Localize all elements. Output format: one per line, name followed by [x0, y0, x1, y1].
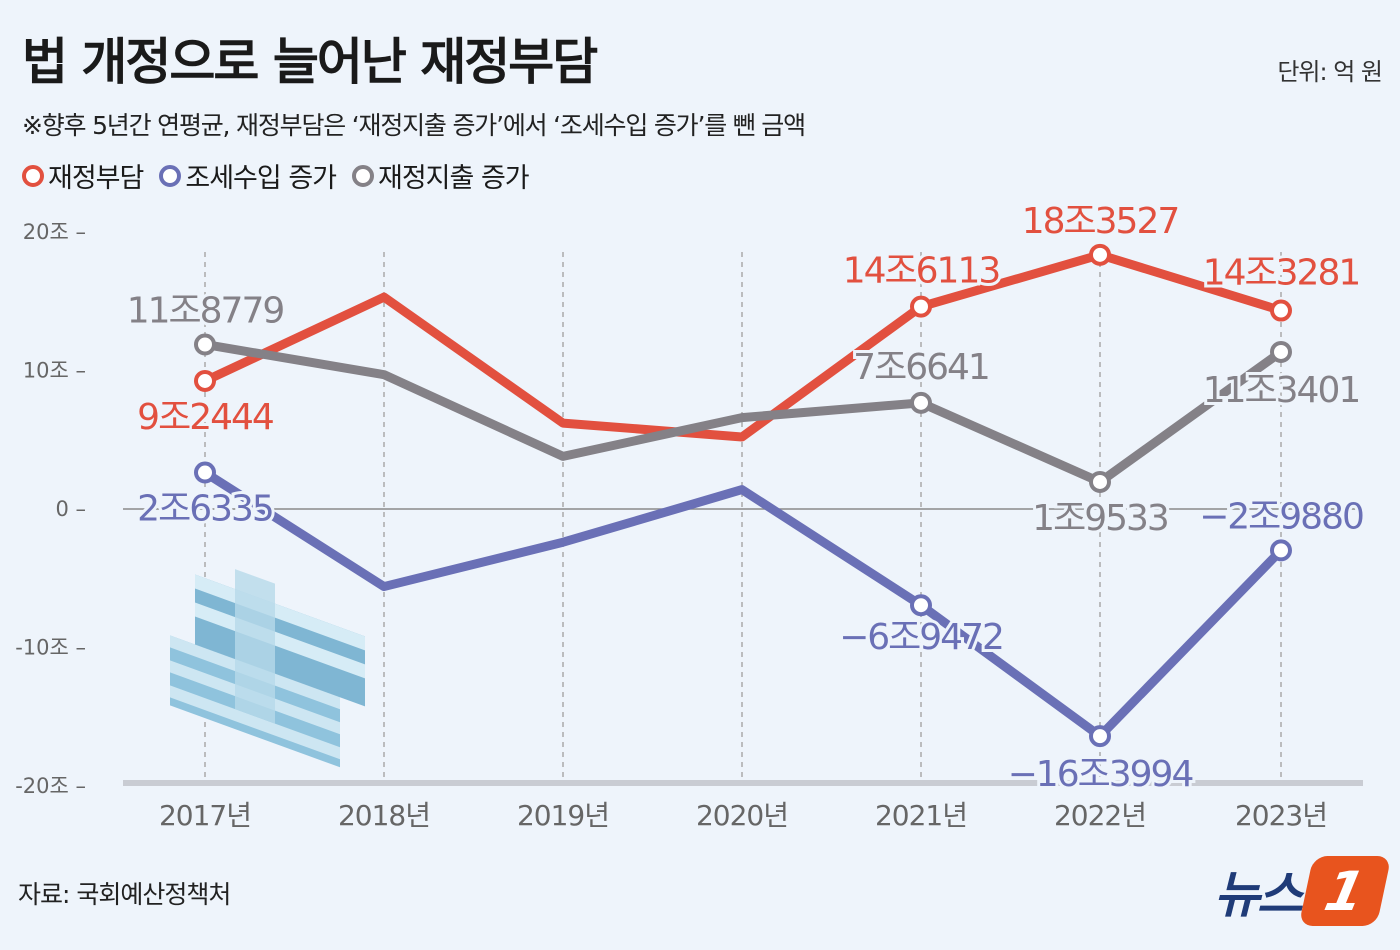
news1-logo: 뉴스 1	[1214, 855, 1392, 927]
legend-marker-icon	[159, 164, 182, 187]
data-point	[1270, 539, 1292, 562]
data-label: −2조9880	[1199, 496, 1363, 537]
subtitle: ※향후 5년간 연평균, 재정부담은 ‘재정지출 증가’에서 ‘조세수입 증가’…	[22, 111, 806, 140]
series-line-1	[200, 250, 1286, 442]
legend-item-tax: 조세수입 증가	[159, 156, 337, 195]
x-tick-label: 2017년	[159, 799, 251, 832]
money-stack-illustration	[170, 569, 365, 768]
y-tick-label: -20조 –	[15, 774, 86, 798]
legend-label: 재정지출 증가	[378, 163, 530, 194]
x-axis-baseline	[123, 780, 1363, 786]
legend: 재정부담 조세수입 증가 재정지출 증가	[22, 156, 530, 195]
legend-marker-icon	[22, 164, 44, 187]
legend-item-burden: 재정부담	[22, 156, 144, 195]
x-tick-label: 2021년	[875, 799, 967, 832]
data-point	[1089, 470, 1111, 493]
legend-label: 조세수입 증가	[185, 163, 337, 194]
logo-badge: 1	[1298, 856, 1392, 926]
x-tick-label: 2023년	[1235, 799, 1327, 832]
data-point	[1089, 725, 1111, 748]
y-tick-label: -10조 –	[15, 636, 86, 660]
x-tick-label: 2022년	[1054, 799, 1146, 832]
x-tick-label: 2020년	[696, 799, 788, 832]
data-point	[910, 594, 932, 617]
data-label: −16조3994	[1008, 754, 1193, 795]
y-tick-label: 10조 –	[23, 359, 86, 383]
series-line-3	[200, 339, 1286, 487]
data-label: 7조6641	[853, 347, 989, 388]
x-tick-label: 2019년	[517, 799, 609, 832]
data-label: 1조9533	[1032, 498, 1168, 539]
y-tick-label: 20조 –	[23, 220, 86, 244]
data-label: 14조6113	[843, 251, 1000, 292]
data-label: 9조2444	[137, 397, 273, 438]
y-tick-label: 0 –	[55, 497, 86, 521]
source-note: 자료: 국회예산정책처	[18, 880, 231, 909]
data-point	[194, 461, 216, 484]
unit-label: 단위: 억 원	[1277, 58, 1383, 86]
data-point	[910, 295, 932, 318]
logo-text: 뉴스	[1214, 866, 1303, 924]
data-point	[194, 333, 216, 356]
data-point	[1270, 299, 1292, 322]
data-point	[194, 369, 216, 392]
x-tick-label: 2018년	[338, 799, 430, 832]
data-label: 11조3401	[1203, 370, 1360, 411]
legend-marker-icon	[352, 164, 374, 187]
data-point	[910, 391, 932, 414]
page-title: 법 개정으로 늘어난 재정부담	[22, 33, 598, 91]
data-label: 2조6335	[137, 489, 273, 530]
legend-label: 재정부담	[48, 163, 144, 194]
data-point	[1089, 243, 1111, 266]
legend-item-spending: 재정지출 증가	[352, 156, 530, 195]
data-point	[1270, 340, 1292, 363]
data-label: −6조9472	[839, 617, 1003, 658]
data-label: 11조8779	[127, 290, 284, 331]
data-label: 18조3527	[1022, 201, 1179, 242]
data-label: 14조3281	[1203, 253, 1360, 294]
